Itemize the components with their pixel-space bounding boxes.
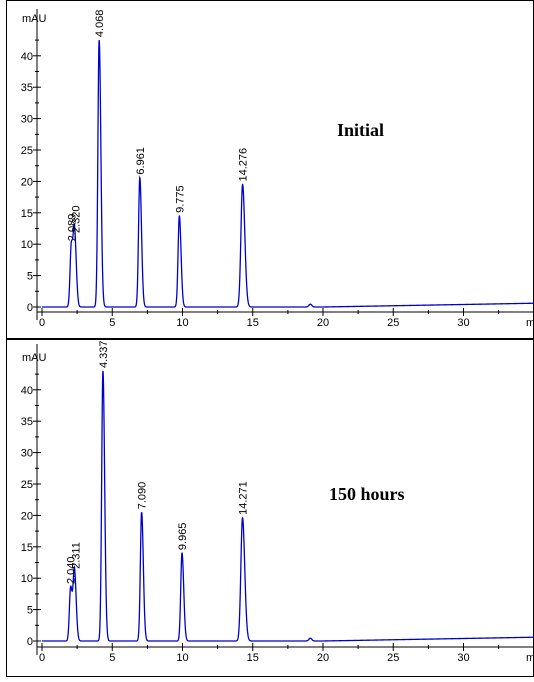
peak-label: 4.068 bbox=[94, 10, 106, 38]
x-tick-label: 25 bbox=[387, 317, 399, 329]
y-tick-label: 20 bbox=[21, 176, 33, 188]
chromatogram-trace bbox=[42, 371, 534, 641]
x-tick-label: 5 bbox=[109, 652, 115, 664]
y-tick-label: 20 bbox=[21, 510, 33, 522]
x-axis-label: min bbox=[526, 317, 534, 329]
y-tick-label: 40 bbox=[21, 385, 33, 397]
y-tick-label: 30 bbox=[21, 448, 33, 460]
x-tick-label: 30 bbox=[457, 652, 469, 664]
y-tick-label: 35 bbox=[21, 82, 33, 94]
chart-panel-1: 0510152025303540mAU051015202530min2.0892… bbox=[7, 1, 534, 339]
peak-label: 9.775 bbox=[174, 185, 186, 213]
x-tick-label: 10 bbox=[176, 652, 188, 664]
x-tick-label: 15 bbox=[247, 652, 259, 664]
x-tick-label: 20 bbox=[317, 652, 329, 664]
x-axis-label: min bbox=[526, 652, 534, 664]
y-tick-label: 15 bbox=[21, 542, 33, 554]
y-tick-label: 25 bbox=[21, 145, 33, 157]
peak-label: 7.090 bbox=[137, 482, 149, 510]
peak-label: 9.965 bbox=[177, 523, 189, 551]
y-tick-label: 15 bbox=[21, 208, 33, 220]
peak-label: 2.311 bbox=[71, 542, 83, 569]
y-tick-label: 30 bbox=[21, 114, 33, 126]
y-tick-label: 35 bbox=[21, 416, 33, 428]
peak-label: 6.961 bbox=[135, 147, 147, 175]
y-tick-label: 40 bbox=[21, 51, 33, 63]
y-tick-label: 0 bbox=[27, 636, 33, 648]
x-tick-label: 5 bbox=[109, 317, 115, 329]
x-tick-label: 0 bbox=[39, 317, 45, 329]
y-tick-label: 5 bbox=[27, 271, 33, 283]
x-tick-label: 30 bbox=[457, 317, 469, 329]
x-tick-label: 15 bbox=[247, 317, 259, 329]
x-tick-label: 20 bbox=[317, 317, 329, 329]
y-axis-label: mAU bbox=[22, 352, 47, 364]
y-tick-label: 0 bbox=[27, 302, 33, 314]
panel-frame bbox=[7, 340, 534, 677]
peak-label: 14.276 bbox=[238, 148, 250, 182]
chart-panel-2: 0510152025303540mAU051015202530min2.0402… bbox=[7, 340, 534, 677]
peak-label: 2.320 bbox=[71, 205, 83, 233]
y-axis-label: mAU bbox=[22, 13, 47, 25]
x-tick-label: 25 bbox=[387, 652, 399, 664]
panel-title: Initial bbox=[337, 120, 384, 140]
x-tick-label: 10 bbox=[176, 317, 188, 329]
y-tick-label: 10 bbox=[21, 239, 33, 251]
y-tick-label: 10 bbox=[21, 573, 33, 585]
y-tick-label: 5 bbox=[27, 605, 33, 617]
y-tick-label: 25 bbox=[21, 479, 33, 491]
peak-label: 14.271 bbox=[238, 481, 250, 515]
chromatogram-trace bbox=[42, 40, 534, 307]
peak-label: 4.337 bbox=[98, 340, 110, 368]
panel-frame bbox=[7, 1, 534, 339]
panel-title: 150 hours bbox=[329, 484, 405, 504]
x-tick-label: 0 bbox=[39, 652, 45, 664]
